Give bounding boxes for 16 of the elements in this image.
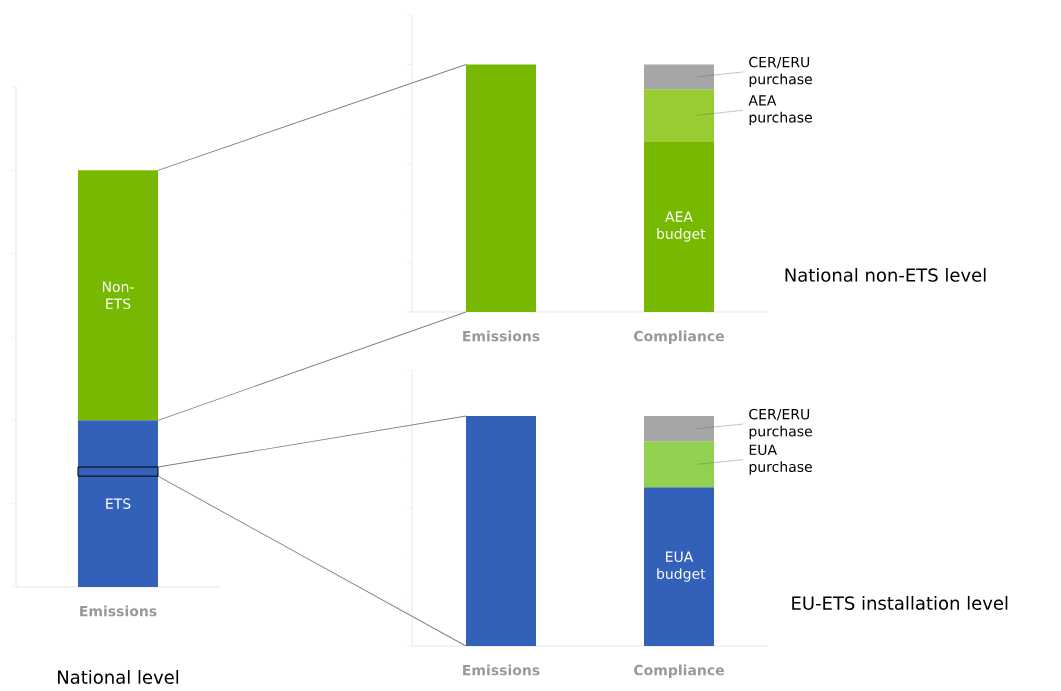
x-tick-label: Emissions (463, 664, 540, 676)
x-tick-label: Compliance (634, 330, 724, 345)
text: EU-ETS installation level (792, 595, 1008, 610)
text: CER/ERU purchase (749, 408, 812, 440)
series-label: ETS (106, 498, 131, 509)
x-tick-label: Compliance (634, 664, 724, 679)
x-tick-label: Emissions (463, 330, 540, 342)
text: National non-ETS level (785, 267, 986, 282)
series-label: EUA budget (657, 551, 706, 582)
series-label: AEA budget (657, 211, 706, 242)
text: AEA purchase (748, 95, 812, 126)
x-tick-label: Emissions (80, 605, 157, 617)
text: National level (58, 670, 179, 684)
text: EUA purchase (749, 444, 812, 475)
series-label: Non-ETS (102, 281, 134, 310)
text: CER/ERU purchase (749, 56, 812, 88)
